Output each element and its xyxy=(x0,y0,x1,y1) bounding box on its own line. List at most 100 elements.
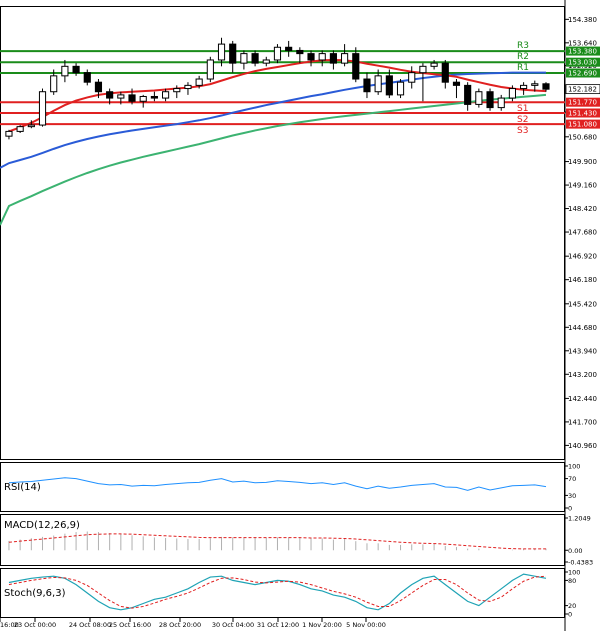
candle-bear xyxy=(128,94,136,102)
candle-bear xyxy=(285,46,293,51)
time-tick-label: 30 Oct 04:00 xyxy=(212,621,254,629)
level-price-tag-text: 151.080 xyxy=(568,121,597,129)
candle-bull xyxy=(61,65,69,77)
time-tick-label: 23 Oct 00:00 xyxy=(14,621,56,629)
price-tick-label: 153.640 xyxy=(568,39,597,47)
candle-bull xyxy=(262,59,270,64)
candle-bull xyxy=(408,72,416,83)
candle-bull xyxy=(27,124,35,128)
stoch-tick-label: 80 xyxy=(568,577,576,585)
time-tick-label: 5 Nov 00:00 xyxy=(346,621,386,629)
candle-bear xyxy=(441,62,449,83)
price-tick-label: 143.940 xyxy=(568,347,597,355)
candle-bear xyxy=(486,91,494,109)
candle-bear xyxy=(352,53,360,80)
level-label-s2: S2 xyxy=(517,115,528,125)
candle-bear xyxy=(229,43,237,64)
candle-bear xyxy=(83,72,91,83)
candle-bear xyxy=(464,84,472,105)
candle-bull xyxy=(520,84,528,90)
candle-bull xyxy=(396,81,405,96)
candle-bear xyxy=(385,75,393,96)
candle-bull xyxy=(374,75,382,93)
candle-bear xyxy=(363,78,371,93)
price-tick-label: 141.700 xyxy=(568,418,597,426)
candle-bull xyxy=(508,88,516,99)
candle-bull xyxy=(273,46,282,61)
candle-bear xyxy=(307,53,315,61)
level-price-tag-s1 xyxy=(566,97,600,107)
candle-bull xyxy=(173,88,181,93)
candle-bull xyxy=(50,75,58,93)
price-tick-label: 148.420 xyxy=(568,205,597,213)
price-tick-label: 150.680 xyxy=(568,133,597,141)
candle-bull xyxy=(240,53,248,64)
time-tick-label: 24 Oct 08:00 xyxy=(69,621,111,629)
price-tick-label: 146.180 xyxy=(568,276,597,284)
rsi-line xyxy=(8,477,547,491)
rsi-tick-label: 0 xyxy=(568,505,572,513)
candle-bull xyxy=(206,59,214,80)
time-tick-label: 1 Nov 20:00 xyxy=(302,621,342,629)
candle-bull xyxy=(184,84,192,90)
macd-tick-label: 1.2049 xyxy=(568,515,591,523)
candle-bear xyxy=(329,53,337,64)
level-price-tag-s3 xyxy=(566,119,600,129)
level-price-tag-text: 151.430 xyxy=(568,109,597,117)
time-tick-label: 25 Oct 16:00 xyxy=(109,621,151,629)
price-tick-label: 149.900 xyxy=(568,158,597,166)
candle-bear xyxy=(106,91,114,99)
level-price-tag-r2 xyxy=(566,57,600,67)
price-tick-label: 154.380 xyxy=(568,16,597,24)
macd-tick-label: -0.4383 xyxy=(568,559,593,567)
level-label-r2: R2 xyxy=(517,52,529,62)
rsi-tick-label: 100 xyxy=(568,463,580,471)
candle-bull xyxy=(5,130,13,137)
level-label-s3: S3 xyxy=(517,126,528,136)
price-tick-label: 149.160 xyxy=(568,182,597,190)
candle-bull xyxy=(16,126,24,132)
candle-bear xyxy=(542,83,550,90)
stoch-d-line xyxy=(8,575,547,609)
stoch-tick-label: 100 xyxy=(568,569,580,577)
ma-slow-line xyxy=(0,93,547,226)
candle-bull xyxy=(318,53,326,61)
candle-bull xyxy=(419,65,427,74)
level-price-tag-s2 xyxy=(566,108,600,118)
rsi-label: RSI(14) xyxy=(4,482,41,493)
time-tick-label: 28 Oct 20:00 xyxy=(159,621,201,629)
current-price-text: 152.182 xyxy=(568,86,597,94)
macd-tick-label: 0.00 xyxy=(568,547,582,555)
level-label-r3: R3 xyxy=(517,41,529,51)
candle-bear xyxy=(251,53,259,64)
candle-bull xyxy=(38,91,47,126)
candle-bull xyxy=(531,83,539,86)
level-label-s1: S1 xyxy=(517,104,528,114)
candle-bull xyxy=(475,91,483,105)
level-price-tag-text: 151.770 xyxy=(568,99,597,107)
candle-bull xyxy=(341,53,349,64)
candle-bear xyxy=(452,81,461,86)
candle-bull xyxy=(117,94,125,99)
panel-frame-stoch xyxy=(0,568,565,618)
candle-bull xyxy=(497,97,505,109)
level-price-tag-text: 153.030 xyxy=(568,59,597,67)
level-price-tag-r3 xyxy=(566,46,600,56)
level-price-tag-text: 153.380 xyxy=(568,48,597,56)
rsi-tick-label: 70 xyxy=(568,475,576,483)
macd-label: MACD(12,26,9) xyxy=(4,520,80,531)
candle-bull xyxy=(195,78,203,86)
stoch-tick-label: 0 xyxy=(568,611,572,619)
time-tick-label: 16:00 xyxy=(0,621,19,629)
candle-bear xyxy=(296,49,304,55)
candle-bull xyxy=(139,95,147,102)
panel-frame-macd xyxy=(0,514,565,566)
stoch-tick-label: 20 xyxy=(568,602,576,610)
stoch-label: Stoch(9,6,3) xyxy=(4,588,66,599)
level-label-r1: R1 xyxy=(517,63,529,73)
candle-bull xyxy=(430,62,438,67)
candle-bear xyxy=(94,81,103,93)
candle-bull xyxy=(217,43,226,61)
current-price-tag xyxy=(565,84,600,95)
